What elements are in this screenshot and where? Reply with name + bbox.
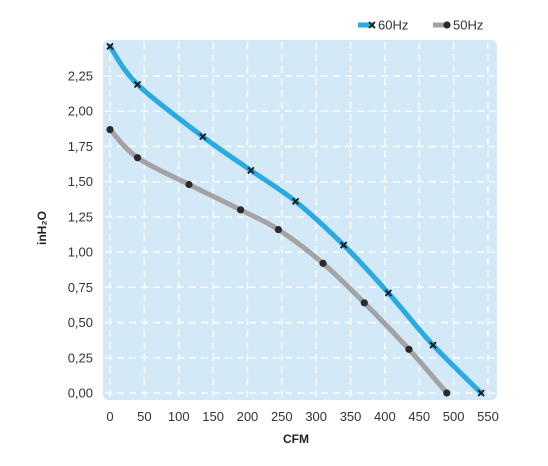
y-tick-label: 0,50 — [68, 315, 93, 330]
data-point-60hz — [291, 197, 300, 206]
x-tick-label: 450 — [408, 409, 430, 424]
x-tick-label: 200 — [237, 409, 259, 424]
y-tick-label: 1,50 — [68, 174, 93, 189]
y-tick-label: 2,00 — [68, 104, 93, 119]
legend: 60Hz 50Hz — [358, 18, 483, 33]
data-point-50hz — [236, 206, 245, 214]
data-point-50hz — [319, 259, 327, 267]
y-tick-label: 0,25 — [68, 350, 93, 365]
y-tick-label: 0,00 — [68, 386, 93, 401]
data-point-50hz — [185, 180, 193, 189]
x-tick-label: 350 — [340, 409, 362, 424]
legend-label-60hz: 60Hz — [378, 18, 408, 33]
data-point-60hz — [429, 341, 437, 349]
y-tick-label: 2,25 — [68, 69, 93, 84]
data-point-50hz — [274, 225, 282, 234]
x-tick-label: 550 — [477, 409, 499, 424]
x-tick-label: 250 — [271, 409, 293, 424]
plot-area — [103, 40, 497, 400]
data-point-50hz — [133, 154, 142, 162]
x-tick-label: 100 — [168, 409, 190, 424]
data-point-50hz — [360, 299, 368, 307]
y-tick-label: 1,25 — [68, 209, 93, 224]
data-point-60hz — [106, 42, 114, 51]
legend-marker-60hz — [368, 21, 376, 29]
grid — [105, 42, 495, 398]
x-tick-label: 400 — [374, 409, 396, 424]
series-group — [106, 42, 485, 397]
data-point-60hz — [133, 80, 142, 89]
data-point-60hz — [384, 289, 392, 297]
data-point-50hz — [106, 125, 114, 134]
legend-label-50hz: 50Hz — [453, 18, 483, 33]
x-tick-label: 0 — [106, 409, 113, 424]
x-tick-label: 300 — [305, 409, 327, 424]
data-point-60hz — [247, 166, 255, 175]
data-point-50hz — [405, 345, 413, 353]
data-point-60hz — [340, 241, 348, 249]
data-point-60hz — [199, 132, 207, 141]
data-point-50hz — [443, 389, 451, 397]
legend-marker-50hz — [443, 21, 451, 29]
y-axis-label: inH₂O — [35, 211, 49, 245]
y-tick-label: 1,75 — [68, 139, 93, 154]
x-tick-label: 50 — [137, 409, 151, 424]
x-tick-label: 150 — [202, 409, 224, 424]
y-tick-label: 0,75 — [68, 280, 93, 295]
axis-ticks: 0 50 100 150 200 250 300 350 400 450 500 550 0,00 0,2… — [68, 69, 499, 425]
x-tick-label: 500 — [443, 409, 465, 424]
x-axis-label: CFM — [283, 432, 309, 446]
y-tick-label: 1,00 — [68, 245, 93, 260]
data-point-60hz — [477, 389, 485, 397]
